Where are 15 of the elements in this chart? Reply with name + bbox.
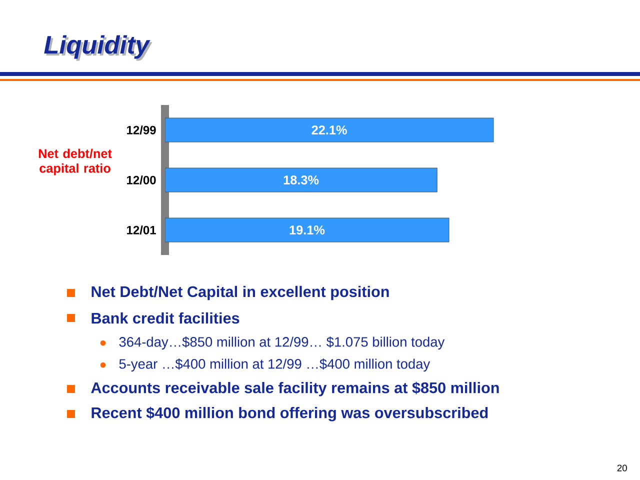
text: Recent $400 million bond offering was oversubscribed (92, 406, 488, 422)
text: 5-year …$400 million at 12/99 …$400 million today (119, 358, 430, 372)
y-tick-label: 12/01 (127, 226, 156, 234)
text: 20 (617, 464, 627, 472)
y-axis-title: Net debt/net capital ratio (38, 148, 112, 176)
y-tick-label: 12/99 (127, 126, 156, 134)
text: Bank credit facilities (92, 312, 240, 324)
text: 364-day…$850 million at 12/99… $1.075 billion today (119, 336, 445, 350)
text: Accounts receivable sale facility remains at $850 million (91, 382, 499, 396)
data-label: 22.1% (312, 126, 347, 134)
data-label: 18.3% (284, 176, 319, 184)
data-label: 19.1% (290, 226, 325, 234)
y-tick-label: 12/00 (127, 176, 156, 184)
text: Net Debt/Net Capital in excellent position (92, 286, 389, 300)
chart-title: Liquidity (46, 37, 152, 61)
